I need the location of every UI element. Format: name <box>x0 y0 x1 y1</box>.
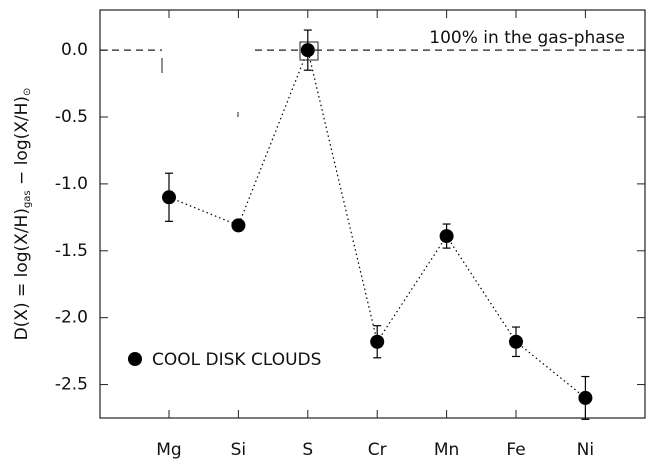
y-label-part: D(X) = log(X/H) <box>12 208 32 340</box>
legend-label: COOL DISK CLOUDS <box>152 350 321 370</box>
data-point <box>231 218 246 233</box>
legend-marker <box>128 352 142 366</box>
y-tick-label: -2.5 <box>55 375 88 395</box>
y-label-part: − log(X/H) <box>12 96 32 190</box>
x-tick-label: Cr <box>368 440 387 460</box>
y-label-sub: gas <box>22 190 33 208</box>
open-square <box>299 41 319 61</box>
x-tick-label: Si <box>231 440 247 460</box>
x-tick-label: Ni <box>577 440 594 460</box>
data-point <box>370 334 385 349</box>
y-tick-label: -1.5 <box>55 241 88 261</box>
data-point <box>578 390 593 405</box>
data-point <box>439 229 454 244</box>
data-point <box>162 190 176 205</box>
data-point <box>509 334 523 349</box>
data-point <box>300 43 315 58</box>
annotation: 100% in the gas-phase <box>429 28 625 48</box>
x-tick-label: Fe <box>506 440 525 460</box>
x-tick-label: Mn <box>434 440 459 460</box>
y-tick-label: -2.0 <box>55 308 88 328</box>
y-tick-label: -1.0 <box>55 174 88 194</box>
plot-frame <box>99 9 646 419</box>
y-tick-label: -0.5 <box>55 107 88 127</box>
y-axis-label: D(X) = log(X/H)gas − log(X/H)⊙ <box>12 88 33 341</box>
x-tick-label: S <box>302 440 313 460</box>
y-tick-label: 0.0 <box>61 40 88 60</box>
y-label-sub: ⊙ <box>22 88 33 96</box>
x-tick-label: Mg <box>156 440 181 460</box>
